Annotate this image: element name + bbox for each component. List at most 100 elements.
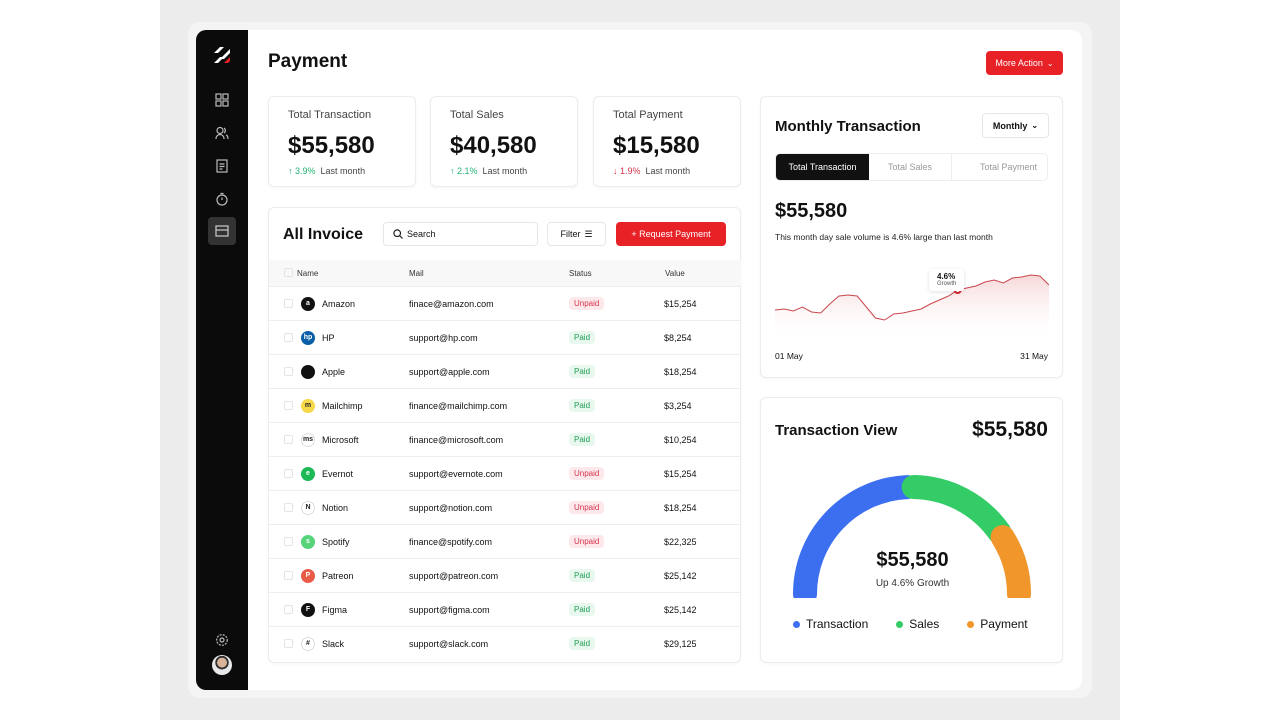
company-name: Apple — [322, 366, 346, 377]
stat-card-total-sales: Total Sales $40,580 ↑ 2.1% Last month — [430, 96, 578, 187]
gauge-segment-sales[interactable] — [901, 475, 1012, 544]
company-name: Microsoft — [322, 434, 359, 445]
table-row[interactable]: hp HP support@hp.com Paid $8,254 — [269, 320, 741, 354]
monthly-description: This month day sale volume is 4.6% large… — [775, 232, 993, 242]
company-name: Slack — [322, 638, 345, 649]
tab-total-payment[interactable]: Total Payment — [979, 162, 1037, 172]
gauge-chart — [793, 475, 1031, 598]
table-row[interactable]: N Notion support@notion.com Unpaid $18,2… — [269, 490, 741, 524]
search-input[interactable]: Search — [383, 222, 538, 246]
company-mail: support@figma.com — [409, 604, 490, 615]
table-row[interactable]: F Figma support@figma.com Paid $25,142 — [269, 592, 741, 626]
document-icon[interactable] — [208, 152, 236, 180]
tab-total-sales[interactable]: Total Sales — [869, 154, 952, 180]
company-name: Evernot — [322, 468, 354, 479]
filter-button[interactable]: Filter ☰ — [547, 222, 606, 246]
row-checkbox[interactable] — [284, 435, 293, 444]
company-logo-icon: a — [301, 296, 315, 311]
row-checkbox[interactable] — [284, 571, 293, 580]
select-all-checkbox[interactable] — [284, 268, 293, 277]
legend-dot — [967, 620, 975, 628]
legend-transaction: Transaction — [793, 617, 868, 631]
company-logo-icon: m — [301, 398, 315, 413]
table-row[interactable]: m Mailchimp finance@mailchimp.com Paid $… — [269, 388, 741, 422]
period-value: Monthly — [992, 120, 1028, 131]
more-action-button[interactable]: More Action ⌄ — [986, 51, 1063, 75]
table-row[interactable]: ms Microsoft finance@microsoft.com Paid … — [269, 422, 741, 456]
request-payment-button[interactable]: + Request Payment — [616, 222, 726, 246]
search-icon — [393, 229, 403, 239]
row-checkbox[interactable] — [284, 469, 293, 478]
invoice-value: $25,142 — [664, 570, 697, 581]
company-mail: finance@microsoft.com — [409, 434, 504, 445]
gauge-segment-payment[interactable] — [990, 525, 1031, 598]
company-logo-icon: # — [301, 636, 315, 651]
company-mail: support@apple.com — [409, 366, 490, 377]
table-row[interactable]: e Evernot support@evernote.com Unpaid $1… — [269, 456, 741, 490]
legend-dot — [793, 620, 800, 628]
row-checkbox[interactable] — [284, 367, 293, 376]
filter-icon: ☰ — [584, 228, 593, 239]
company-mail: support@patreon.com — [409, 570, 499, 581]
status-badge: Paid — [569, 603, 596, 616]
period-dropdown[interactable]: Monthly ⌄ — [982, 113, 1049, 138]
table-row[interactable]: s Spotify finance@spotify.com Unpaid $22… — [269, 524, 741, 558]
tooltip-value: 4.6% — [937, 272, 956, 281]
company-mail: support@notion.com — [409, 502, 493, 513]
table-row[interactable]: a Amazon finace@amazon.com Unpaid $15,25… — [269, 286, 741, 320]
status-badge: Paid — [569, 569, 596, 582]
legend-sales: Sales — [896, 617, 939, 631]
tab-total-transaction[interactable]: Total Transaction — [776, 154, 869, 180]
status-badge: Paid — [569, 433, 596, 446]
avatar[interactable] — [208, 651, 236, 679]
status-badge: Unpaid — [569, 535, 605, 548]
users-icon[interactable] — [208, 119, 236, 147]
timer-icon[interactable] — [208, 185, 236, 213]
invoice-value: $18,254 — [664, 502, 697, 513]
monthly-title: Monthly Transaction — [775, 118, 921, 135]
table-row[interactable]: P Patreon support@patreon.com Paid $25,1… — [269, 558, 741, 592]
legend-label: Transaction — [806, 617, 869, 631]
company-logo-icon: hp — [301, 330, 315, 345]
row-checkbox[interactable] — [284, 503, 293, 512]
x-end-label: 31 May — [1020, 351, 1048, 361]
invoice-value: $22,325 — [664, 536, 697, 547]
row-checkbox[interactable] — [284, 605, 293, 614]
gauge-value: $55,580 — [876, 549, 949, 571]
row-checkbox[interactable] — [284, 299, 293, 308]
company-name: Amazon — [322, 298, 356, 309]
table-row[interactable]: # Slack support@slack.com Paid $29,125 — [269, 626, 741, 660]
company-name: Patreon — [322, 570, 354, 581]
arrow-up-icon: ↑ — [288, 166, 293, 176]
status-badge: Paid — [569, 331, 596, 344]
company-name: Notion — [322, 502, 349, 513]
row-checkbox[interactable] — [284, 401, 293, 410]
table-row[interactable]: Apple support@apple.com Paid $18,254 — [269, 354, 741, 388]
gauge-label: Up 4.6% Growth — [875, 578, 950, 589]
x-start-label: 01 May — [775, 351, 803, 361]
column-status: Status — [569, 269, 592, 278]
logo-icon[interactable] — [208, 42, 236, 70]
settings-icon[interactable] — [208, 626, 236, 654]
payment-icon[interactable] — [208, 217, 236, 245]
company-mail: support@slack.com — [409, 638, 489, 649]
dashboard-icon[interactable] — [208, 86, 236, 114]
stat-change: 2.1% — [457, 166, 478, 176]
company-logo-icon: P — [301, 568, 315, 583]
company-name: HP — [322, 332, 335, 343]
row-checkbox[interactable] — [284, 639, 293, 648]
view-total: $55,580 — [972, 418, 1048, 441]
row-checkbox[interactable] — [284, 333, 293, 342]
row-checkbox[interactable] — [284, 537, 293, 546]
company-name: Spotify — [322, 536, 350, 547]
more-action-label: More Action — [995, 58, 1043, 68]
status-badge: Paid — [569, 399, 596, 412]
stat-period: Last month — [645, 166, 691, 176]
gauge-segment-transaction[interactable] — [793, 475, 920, 598]
page-title: Payment — [268, 51, 348, 72]
column-value: Value — [665, 269, 685, 278]
company-mail: finance@mailchimp.com — [409, 400, 508, 411]
monthly-line-chart — [775, 274, 1049, 342]
stat-value: $55,580 — [288, 132, 375, 159]
invoice-value: $3,254 — [664, 400, 692, 411]
